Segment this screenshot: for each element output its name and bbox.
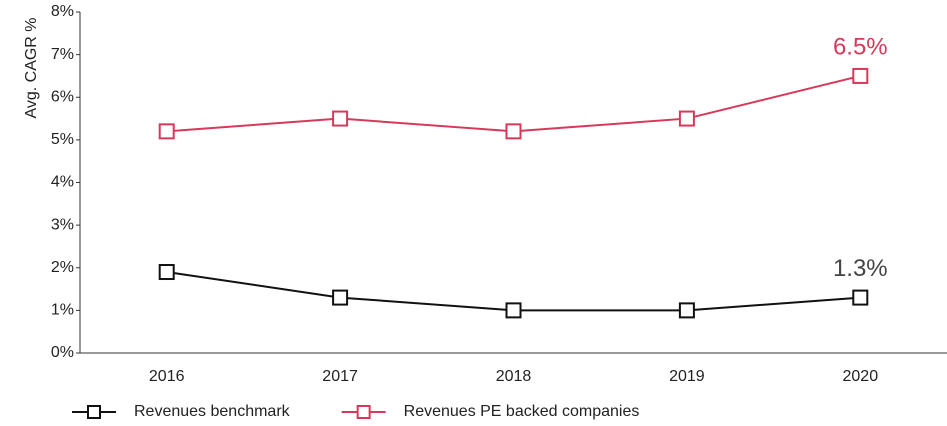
point-marker bbox=[505, 123, 522, 140]
legend-label: Revenues PE backed companies bbox=[404, 403, 640, 420]
x-tick-label: 2018 bbox=[496, 368, 532, 385]
y-tick-label: 7% bbox=[51, 46, 74, 63]
y-axis-label: Avg. CAGR % bbox=[23, 17, 40, 118]
y-tick-label: 3% bbox=[51, 216, 74, 233]
x-tick-label: 2019 bbox=[669, 368, 705, 385]
y-tick-label: 8% bbox=[51, 3, 74, 20]
y-tick-label: 1% bbox=[51, 302, 74, 319]
point-marker bbox=[678, 110, 695, 127]
y-tick-label: 6% bbox=[51, 88, 74, 105]
x-tick-label: 2020 bbox=[843, 368, 879, 385]
y-tick-label: 0% bbox=[51, 344, 74, 361]
point-marker bbox=[505, 302, 522, 319]
legend-marker bbox=[356, 405, 371, 419]
x-tick-label: 2016 bbox=[149, 368, 185, 385]
point-marker bbox=[678, 302, 695, 319]
value-label: 1.3% bbox=[833, 255, 888, 282]
point-marker bbox=[158, 264, 175, 281]
legend-marker bbox=[87, 405, 101, 419]
series-line bbox=[166, 74, 861, 133]
y-tick-label: 4% bbox=[51, 174, 74, 191]
point-marker bbox=[158, 123, 175, 140]
point-marker bbox=[852, 67, 869, 84]
y-tick-label: 2% bbox=[51, 259, 74, 276]
point-marker bbox=[852, 289, 869, 306]
x-tick-label: 2017 bbox=[322, 368, 358, 385]
legend-label: Revenues benchmark bbox=[134, 403, 291, 420]
point-marker bbox=[332, 289, 349, 306]
y-tick-label: 5% bbox=[51, 131, 74, 148]
value-label: 6.5% bbox=[833, 33, 888, 60]
point-marker bbox=[332, 110, 349, 127]
